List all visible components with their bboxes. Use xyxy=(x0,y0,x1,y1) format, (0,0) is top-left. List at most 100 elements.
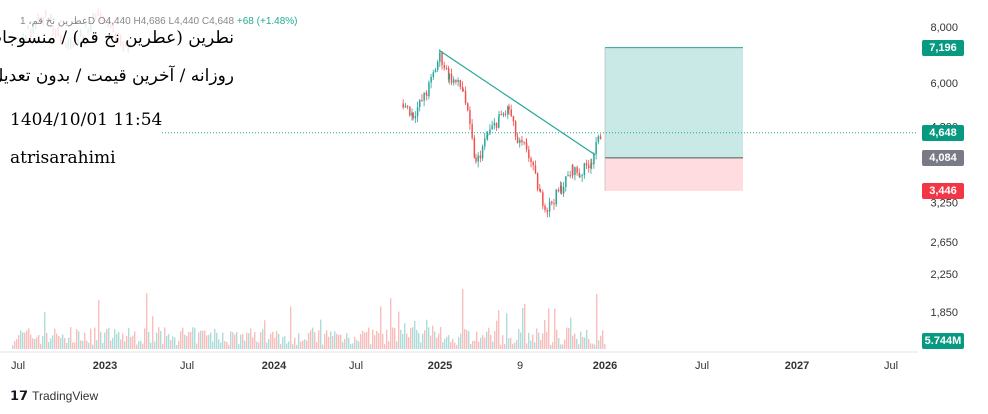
price-tick-label: 8,000 xyxy=(930,22,958,34)
candle-body xyxy=(539,191,542,193)
candle-body xyxy=(416,107,419,117)
volume-bar xyxy=(190,331,192,349)
volume-bar xyxy=(306,340,308,349)
candle-body xyxy=(452,79,455,83)
volume-bar xyxy=(54,328,56,349)
volume-bar xyxy=(488,327,490,349)
volume-bar xyxy=(246,332,248,349)
candle-body xyxy=(409,106,411,116)
volume-bar xyxy=(232,332,234,349)
volume-bar xyxy=(276,331,278,349)
volume-bar xyxy=(288,341,290,349)
history-candle xyxy=(50,13,52,21)
price-change: +68 (+1.48%) xyxy=(236,16,298,27)
volume-bars xyxy=(12,8,606,349)
price-tick-label: 2,250 xyxy=(930,269,958,281)
volume-bar xyxy=(60,337,62,349)
volume-bar xyxy=(408,337,410,349)
trendline[interactable] xyxy=(438,49,596,156)
candle-body xyxy=(484,138,486,147)
candle-body xyxy=(475,157,477,162)
volume-bar xyxy=(50,338,52,349)
volume-bar xyxy=(104,332,106,349)
volume-bar xyxy=(88,342,90,349)
volume-bar xyxy=(150,342,152,349)
candle-body xyxy=(567,175,569,177)
volume-bar xyxy=(604,344,606,349)
candle-body xyxy=(445,68,448,70)
history-candle xyxy=(110,20,112,29)
volume-bar xyxy=(530,340,532,349)
volume-bar xyxy=(482,335,484,349)
history-candle xyxy=(125,42,127,48)
volume-bar xyxy=(94,327,96,349)
volume-bar xyxy=(600,335,602,349)
volume-bar xyxy=(542,333,544,349)
time-tick-label: 2023 xyxy=(93,360,117,372)
stop-zone xyxy=(605,157,743,191)
volume-bar xyxy=(174,337,176,349)
volume-bar xyxy=(312,327,314,349)
volume-bar xyxy=(434,331,436,349)
candle-body xyxy=(597,136,600,142)
candle-body xyxy=(504,113,507,115)
volume-bar xyxy=(338,334,340,349)
volume-bar xyxy=(546,331,548,349)
entry-price-badge: 4,084 xyxy=(922,149,964,166)
long-position-tool[interactable] xyxy=(604,47,743,191)
volume-bar xyxy=(114,329,116,349)
volume-bar xyxy=(532,334,534,349)
volume-bar xyxy=(320,319,322,349)
footer-brand[interactable]: 𝟭𝟳 TradingView xyxy=(10,388,98,404)
history-candle xyxy=(90,20,92,33)
candle-body xyxy=(459,80,462,87)
volume-bar xyxy=(538,332,540,349)
volume-bar xyxy=(330,331,332,349)
volume-bar xyxy=(396,341,398,349)
candle-body xyxy=(559,185,562,192)
volume-bar xyxy=(28,328,30,349)
volume-bar xyxy=(156,332,158,349)
volume-bar xyxy=(474,340,476,349)
time-tick-label: Jul xyxy=(884,360,898,372)
volume-bar xyxy=(578,344,580,349)
volume-bar xyxy=(344,338,346,349)
volume-bar xyxy=(596,293,598,349)
history-candle xyxy=(42,16,44,26)
volume-bar xyxy=(192,327,194,349)
symbol-name[interactable]: عطرین نخ قم، 1D xyxy=(20,16,96,27)
candle-body xyxy=(530,158,532,162)
candle-body xyxy=(544,205,546,211)
volume-bar xyxy=(62,334,64,349)
history-candle xyxy=(107,19,109,27)
candle-body xyxy=(434,69,437,73)
volume-bar xyxy=(442,342,444,349)
volume-bar xyxy=(318,330,320,349)
volume-bar xyxy=(82,340,84,349)
candlesticks xyxy=(402,49,602,218)
volume-bar xyxy=(12,344,14,349)
volume-bar xyxy=(234,334,236,349)
volume-bar xyxy=(370,344,372,349)
volume-bar xyxy=(334,331,336,349)
volume-bar xyxy=(550,344,552,349)
volume-bar xyxy=(228,344,230,349)
time-axis[interactable]: Jul 2023 Jul 2024 Jul 2025 9 2026 Jul 2027 Jul xyxy=(0,351,918,372)
chart-datetime: 1404/10/01 11:54 xyxy=(10,110,163,130)
volume-bar xyxy=(388,341,390,349)
volume-bar xyxy=(44,312,46,349)
price-tick-label: 1,850 xyxy=(930,307,958,319)
volume-bar xyxy=(176,344,178,349)
candle-body xyxy=(569,175,571,177)
volume-bar xyxy=(122,333,124,349)
volume-bar xyxy=(394,328,396,349)
volume-bar xyxy=(380,306,382,349)
volume-bar xyxy=(560,344,562,349)
history-candle xyxy=(102,16,104,23)
volume-bar xyxy=(208,334,210,349)
volume-bar xyxy=(510,337,512,349)
volume-bar xyxy=(72,342,74,349)
volume-bar xyxy=(494,331,496,349)
